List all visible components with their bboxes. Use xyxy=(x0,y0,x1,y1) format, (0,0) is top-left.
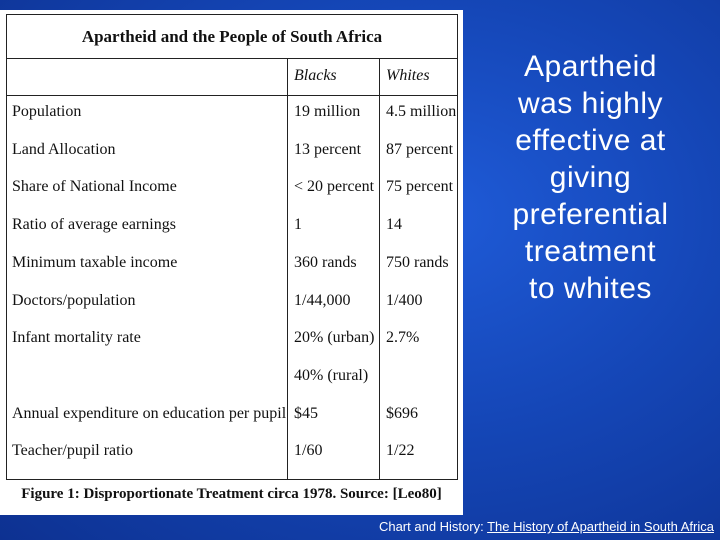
headline-line: Apartheid xyxy=(524,50,657,83)
row-label: Annual expenditure on education per pupi… xyxy=(12,404,287,422)
headline-line: to whites xyxy=(529,272,652,305)
headline-line: preferential xyxy=(512,198,669,231)
row-value-blacks: 40% (rural) xyxy=(294,366,369,384)
row-value-blacks: 19 million xyxy=(294,103,361,120)
row-value-blacks: $45 xyxy=(294,404,318,422)
row-value-whites: 75 percent xyxy=(386,178,454,196)
row-value-blacks: 1 xyxy=(294,216,302,234)
data-table: Apartheid and the People of South Africa… xyxy=(6,14,458,480)
row-label: Land Allocation xyxy=(12,140,116,158)
column-divider xyxy=(379,59,380,479)
row-value-blacks: 20% (urban) xyxy=(294,329,375,347)
row-label: Ratio of average earnings xyxy=(12,216,176,234)
row-label: Share of National Income xyxy=(12,178,177,196)
row-value-whites: 2.7% xyxy=(386,329,420,347)
row-value-whites: 1/22 xyxy=(386,442,415,460)
row-value-blacks: 1/60 xyxy=(294,442,323,460)
table-title: Apartheid and the People of South Africa xyxy=(7,15,457,59)
row-value-blacks: 1/44,000 xyxy=(294,291,351,309)
row-value-whites: $696 xyxy=(386,404,418,422)
headline-text: Apartheid was highly effective at giving… xyxy=(468,48,713,307)
row-value-whites: 1/400 xyxy=(386,291,423,309)
row-value-whites: 14 xyxy=(386,216,402,234)
row-label: Doctors/population xyxy=(12,291,136,309)
table-figure: Apartheid and the People of South Africa… xyxy=(0,10,463,515)
figure-caption: Figure 1: Disproportionate Treatment cir… xyxy=(21,486,442,502)
row-value-blacks: < 20 percent xyxy=(294,178,375,196)
column-divider xyxy=(287,59,288,479)
row-label: Teacher/pupil ratio xyxy=(12,442,134,460)
row-value-whites: 87 percent xyxy=(386,140,454,158)
row-value-blacks: 360 rands xyxy=(294,253,357,271)
row-label: Population xyxy=(12,103,82,120)
credit-prefix: Chart and History: xyxy=(378,519,488,534)
row-value-blacks: 13 percent xyxy=(294,140,362,158)
column-header-whites: Whites xyxy=(386,67,430,84)
headline-line: effective at xyxy=(515,124,666,157)
row-value-whites: 4.5 million xyxy=(386,103,457,120)
headline-line: giving xyxy=(549,161,632,194)
source-credit: Chart and History: The History of Aparth… xyxy=(379,519,714,534)
header-divider xyxy=(7,95,457,96)
headline-line: treatment xyxy=(524,235,657,268)
row-label: Minimum taxable income xyxy=(12,253,178,271)
credit-link[interactable]: The History of Apartheid in South Africa xyxy=(487,519,714,534)
row-label: Infant mortality rate xyxy=(12,329,141,347)
column-header-blacks: Blacks xyxy=(294,67,337,84)
headline-line: was highly xyxy=(517,87,664,120)
row-value-whites: 750 rands xyxy=(386,253,449,271)
